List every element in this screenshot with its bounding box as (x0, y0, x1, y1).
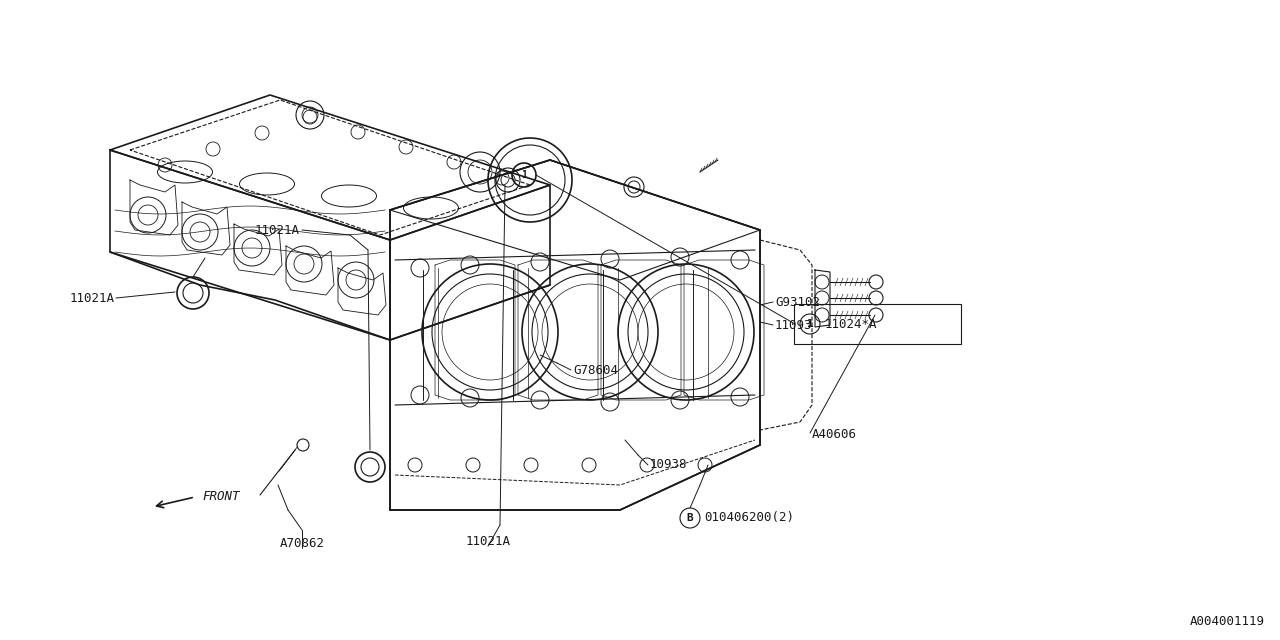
Text: FRONT: FRONT (202, 490, 239, 504)
Text: 10938: 10938 (650, 458, 687, 472)
Text: 1: 1 (521, 170, 527, 180)
Text: 11021A: 11021A (466, 535, 511, 548)
Text: B: B (686, 513, 694, 523)
Text: A70862: A70862 (279, 537, 325, 550)
Text: 010406200(2): 010406200(2) (704, 511, 794, 525)
Text: G93102: G93102 (774, 296, 820, 308)
Text: 1: 1 (806, 319, 813, 329)
Text: 11024*A: 11024*A (826, 317, 878, 330)
Text: 11021A: 11021A (70, 291, 115, 305)
Text: 11093: 11093 (774, 319, 813, 332)
Text: A004001119: A004001119 (1190, 615, 1265, 628)
Text: 11021A: 11021A (255, 223, 300, 237)
Text: G78604: G78604 (573, 364, 618, 376)
Text: A40606: A40606 (812, 429, 858, 442)
